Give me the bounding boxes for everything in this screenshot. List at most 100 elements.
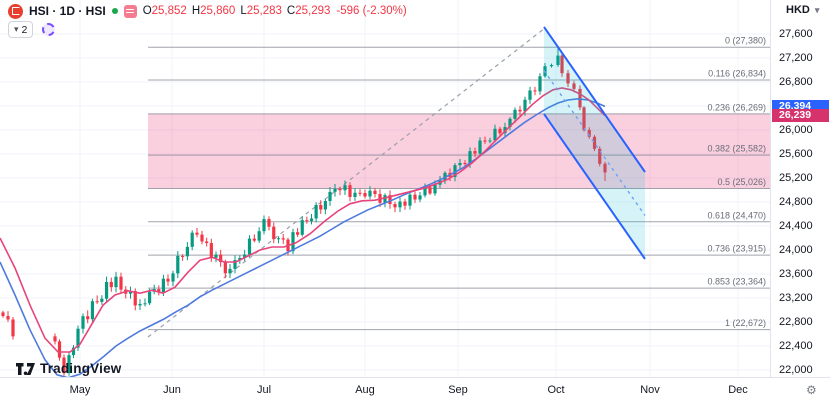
candle-body bbox=[338, 188, 342, 191]
candle-body bbox=[556, 55, 560, 66]
price-tick-label: 26,000 bbox=[779, 124, 813, 136]
candle-body bbox=[523, 99, 527, 112]
symbol-title[interactable]: HSI · 1D · HSI bbox=[29, 4, 106, 18]
candle-body bbox=[53, 336, 57, 342]
ma-blue-line bbox=[0, 97, 606, 377]
candle-body bbox=[143, 303, 147, 305]
candle-body bbox=[483, 140, 487, 142]
candle-body bbox=[104, 281, 109, 299]
candle-body bbox=[157, 289, 161, 293]
price-tick-label: 27,600 bbox=[779, 28, 813, 40]
candle-body bbox=[488, 140, 492, 142]
fib-label: 1 (22,672) bbox=[725, 318, 766, 328]
candle-body bbox=[314, 205, 318, 219]
time-axis[interactable]: ⚙ May Jun Jul Aug Sep Oct Nov Dec bbox=[0, 377, 830, 403]
candle-body bbox=[219, 254, 223, 263]
candle-body bbox=[214, 254, 218, 258]
candle-body bbox=[560, 55, 564, 74]
candle-body bbox=[473, 151, 477, 154]
ma-pink-line bbox=[0, 87, 606, 353]
candle-body bbox=[323, 200, 327, 210]
candle-body bbox=[109, 281, 113, 288]
fib-label: 0.236 (26,269) bbox=[707, 102, 766, 112]
candle-body bbox=[403, 201, 407, 206]
drawings-count-button[interactable]: ▾ 2 bbox=[8, 21, 34, 38]
candle-body bbox=[296, 232, 300, 235]
candle-body bbox=[363, 192, 367, 197]
month-label-oct: Oct bbox=[547, 384, 565, 396]
candle-body bbox=[566, 73, 570, 84]
ohlc-value: 25,860 bbox=[200, 5, 236, 17]
month-label-nov: Nov bbox=[640, 384, 660, 396]
candle-body bbox=[513, 109, 517, 119]
candle-body bbox=[291, 232, 295, 252]
candle-body bbox=[228, 268, 232, 274]
flag-list-icon[interactable] bbox=[123, 4, 137, 18]
candle-body bbox=[388, 195, 392, 204]
ohlc-values: O25,852 H25,860 L25,283 C25,293 bbox=[143, 5, 331, 17]
candle-body bbox=[86, 316, 90, 320]
sub-toolbar: ▾ 2 bbox=[8, 21, 56, 38]
candle-body bbox=[205, 241, 209, 244]
currency-selector[interactable]: HKD ▾ bbox=[786, 4, 819, 16]
candle-body bbox=[209, 243, 213, 258]
candle-body bbox=[587, 129, 591, 137]
candle-body bbox=[578, 88, 582, 108]
symbol-logo-icon bbox=[8, 3, 23, 19]
candle-body bbox=[138, 303, 142, 306]
candle-body bbox=[398, 201, 402, 208]
price-tick-label: 27,200 bbox=[779, 52, 813, 64]
candle-body bbox=[76, 328, 80, 348]
price-tick-label: 24,400 bbox=[779, 220, 813, 232]
fib-label: 0.618 (24,470) bbox=[707, 210, 766, 220]
candle-body bbox=[185, 246, 189, 257]
ohlc-value: 25,283 bbox=[246, 5, 282, 17]
market-status-dot-icon bbox=[111, 8, 118, 14]
ohlc-key: L bbox=[240, 5, 247, 17]
month-label-jul: Jul bbox=[256, 384, 272, 396]
candle-body bbox=[333, 188, 337, 192]
candle-body bbox=[368, 190, 372, 197]
candle-body bbox=[478, 140, 482, 154]
candle-body bbox=[119, 276, 123, 290]
sync-ring-icon[interactable] bbox=[42, 23, 56, 36]
chart-plot-area[interactable]: 0 (27,380) 0.116 (26,834) 0.236 (26,269) 0.… bbox=[0, 0, 770, 377]
candle-body bbox=[171, 273, 175, 282]
chevron-down-icon: ▾ bbox=[814, 4, 820, 15]
fib-band bbox=[148, 113, 770, 189]
month-label-sep: Sep bbox=[448, 384, 468, 396]
candle-body bbox=[176, 255, 180, 274]
ohlc-h: H25,860 bbox=[192, 5, 236, 17]
candle-body bbox=[348, 185, 352, 197]
fib-label: 0.5 (25,026) bbox=[717, 177, 766, 187]
candle-body bbox=[393, 203, 397, 208]
candle-body bbox=[383, 195, 387, 203]
candle-body bbox=[528, 90, 532, 100]
price-axis[interactable]: 27,60027,20026,80026,40026,00025,60025,2… bbox=[770, 0, 830, 377]
candlestick-chart[interactable]: 0 (27,380) 0.116 (26,834) 0.236 (26,269) 0.… bbox=[0, 0, 770, 377]
ohlc-value: 25,293 bbox=[295, 5, 331, 17]
candle-body bbox=[57, 341, 62, 358]
candle-body bbox=[353, 192, 357, 197]
price-tick-label: 25,200 bbox=[779, 172, 813, 184]
candle-body bbox=[247, 238, 252, 255]
settings-gear-icon[interactable]: ⚙ bbox=[806, 383, 817, 397]
candle-body bbox=[276, 238, 281, 240]
currency-label: HKD bbox=[786, 4, 810, 16]
ohlc-o: O25,852 bbox=[143, 5, 187, 17]
channel-top-line bbox=[543, 26, 646, 173]
candle-body bbox=[190, 232, 194, 247]
candle-body bbox=[423, 187, 427, 196]
tradingview-watermark[interactable]: TradingView bbox=[16, 361, 121, 376]
drawings-count-label: 2 bbox=[21, 23, 28, 36]
trendline-dashed bbox=[147, 27, 546, 338]
month-label-may: May bbox=[69, 384, 91, 396]
candle-body bbox=[533, 90, 537, 92]
candle-body bbox=[133, 291, 137, 306]
month-label-jun: Jun bbox=[163, 384, 181, 396]
candle-body bbox=[233, 260, 237, 269]
candle-body bbox=[272, 226, 276, 240]
candle-body bbox=[309, 218, 314, 222]
candle-body bbox=[281, 238, 285, 240]
candle-body bbox=[463, 163, 467, 165]
